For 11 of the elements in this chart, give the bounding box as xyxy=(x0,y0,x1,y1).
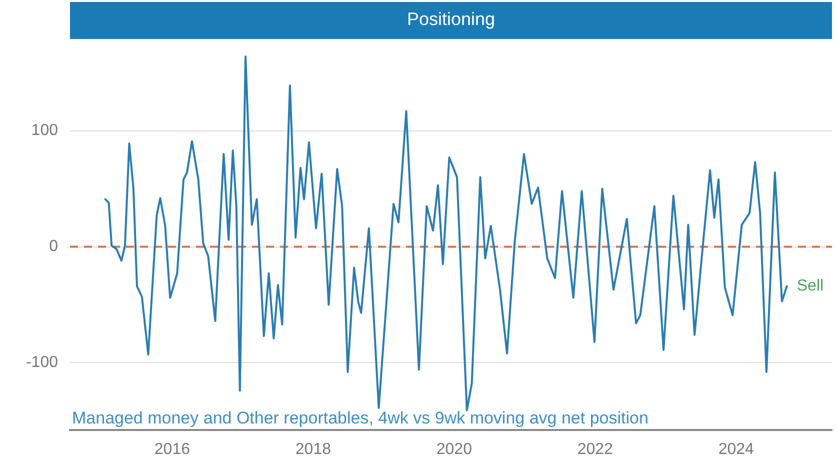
y-tick-label: 100 xyxy=(31,122,58,140)
y-tick-label: -100 xyxy=(26,354,58,372)
x-tick-label: 2020 xyxy=(436,441,472,458)
chart-title: Positioning xyxy=(406,8,496,29)
annotation: Sell xyxy=(796,278,824,295)
x-tick-label: 2016 xyxy=(154,441,190,458)
x-tick-label: 2018 xyxy=(295,441,332,458)
y-tick-label: 0 xyxy=(49,238,58,256)
annotation: Managed money and Other reportables, 4wk vs 9wk moving avg net position xyxy=(72,408,648,428)
x-tick-label: 2024 xyxy=(718,441,754,458)
x-tick-label: 2022 xyxy=(577,441,614,458)
